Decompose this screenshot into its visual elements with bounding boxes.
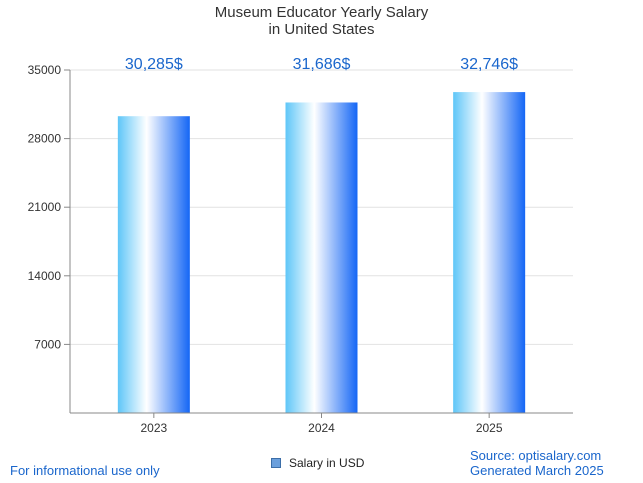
legend-label: Salary in USD [289,456,365,470]
axes [64,69,573,418]
legend: Salary in USD [271,456,364,470]
bar-2023 [117,116,190,413]
x-tick-label-2023: 2023 [140,421,167,435]
bars [117,92,526,413]
chart-title-line1: Museum Educator Yearly Salary [214,4,429,21]
y-tick-label: 21000 [28,200,62,214]
bar-2025 [453,92,526,413]
x-tick-label-2024: 2024 [308,421,335,435]
disclaimer-text: For informational use only [10,463,160,478]
y-tick-label: 7000 [34,337,61,351]
source-text: Source: optisalary.com [470,448,602,463]
generated-text: Generated March 2025 [470,463,604,478]
value-label-2024: 31,686$ [293,56,351,73]
chart-title-line2: in United States [268,21,375,38]
bar-2024 [285,102,358,413]
x-tick-label-2025: 2025 [476,421,503,435]
value-label-2023: 30,285$ [125,56,183,73]
value-label-2025: 32,746$ [460,56,518,73]
chart-title: Museum Educator Yearly Salary in United … [0,4,643,38]
y-tick-label: 35000 [28,63,62,77]
labels: 7000 14000 21000 28000 35000 30,285$ 2023 31,68… [28,56,519,435]
legend-swatch [271,458,281,468]
source-block: Source: optisalary.com Generated March 2… [470,448,604,478]
y-tick-label: 28000 [28,132,62,146]
y-tick-label: 14000 [28,269,62,283]
